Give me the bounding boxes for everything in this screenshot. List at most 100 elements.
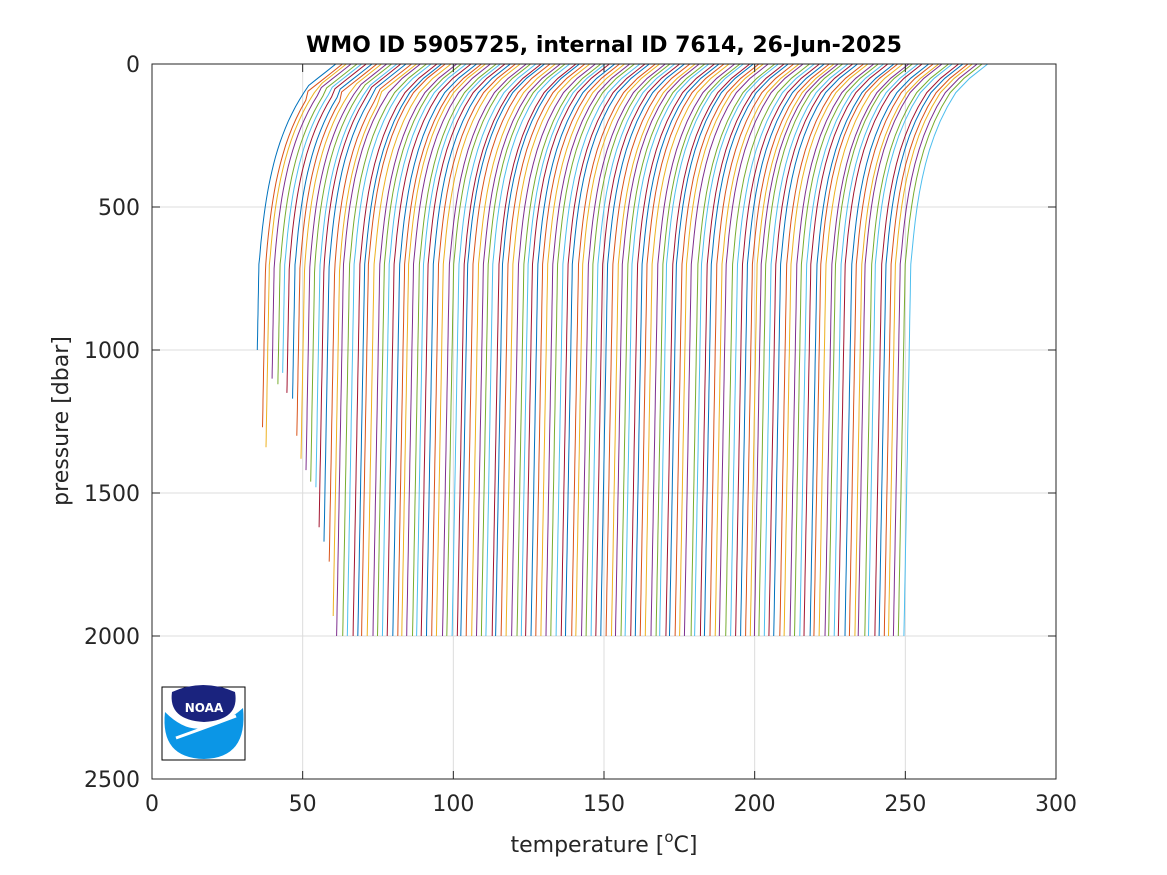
profile-line <box>674 63 760 637</box>
profile-lines <box>256 63 989 637</box>
profile-line <box>420 63 506 637</box>
profile-line <box>779 63 864 637</box>
profile-line <box>352 63 438 637</box>
profile-line <box>600 63 685 637</box>
profile-line <box>550 63 635 637</box>
profile-line <box>282 63 362 373</box>
profile-line <box>888 63 973 637</box>
profile-line <box>416 63 501 637</box>
profile-line <box>401 63 486 637</box>
profile-line <box>265 63 347 448</box>
profile-line <box>833 63 919 637</box>
profile-line <box>818 63 904 637</box>
noaa-logo-text: NOAA <box>185 701 224 715</box>
profile-line <box>854 63 940 637</box>
profile-line <box>431 63 516 637</box>
profile-line <box>256 63 337 351</box>
profile-line <box>315 63 398 488</box>
profile-line <box>794 63 879 637</box>
profile-line <box>471 63 556 637</box>
profile-line <box>659 63 744 637</box>
profile-line <box>655 63 741 637</box>
x-axis-label-degree: o <box>664 828 673 846</box>
profile-line <box>605 63 691 637</box>
noaa-logo-gull <box>175 714 237 740</box>
profile-line <box>624 63 710 637</box>
y-tick-label: 2500 <box>84 768 140 793</box>
profile-line <box>639 63 725 637</box>
profile-line <box>837 63 923 637</box>
axis-ticks: 0 50 100 150 200 250 300 0 500 1000 1500 2000 2500 <box>84 53 1077 817</box>
profile-line <box>803 63 889 637</box>
profile-line <box>560 63 646 637</box>
profile-line <box>300 63 382 459</box>
profile-line <box>296 63 378 436</box>
y-tick-label: 0 <box>126 53 140 78</box>
profile-line <box>650 63 736 637</box>
profile-line <box>412 63 497 637</box>
profile-line <box>451 63 537 637</box>
x-tick-label: 250 <box>884 792 926 817</box>
profile-line <box>323 63 407 542</box>
profile-line <box>435 63 521 637</box>
profile-line <box>644 63 730 637</box>
profile-line <box>753 63 839 637</box>
profile-line <box>824 63 910 637</box>
profile-line <box>620 63 706 637</box>
profile-line <box>745 63 830 637</box>
profile-line <box>377 63 462 637</box>
profile-line <box>735 63 820 637</box>
profile-line <box>500 63 586 637</box>
profile-line <box>581 63 666 637</box>
profile-line <box>718 63 804 637</box>
x-tick-label: 100 <box>432 792 474 817</box>
profile-line <box>709 63 795 637</box>
profile-line <box>813 63 899 637</box>
profile-line <box>476 63 561 637</box>
profile-line <box>286 63 367 393</box>
profile-line <box>442 63 527 637</box>
profile-line <box>768 63 854 637</box>
profile-line <box>406 63 491 637</box>
profile-line <box>874 63 959 637</box>
profile-line <box>372 63 458 637</box>
profile-line <box>669 63 754 637</box>
profile-line <box>848 63 934 637</box>
profile-line <box>426 63 511 637</box>
profile-line <box>361 63 446 637</box>
profile-line <box>585 63 671 637</box>
profile-line <box>634 63 720 637</box>
profile-line <box>386 63 472 637</box>
profile-line <box>328 63 412 562</box>
profile-line <box>878 63 964 637</box>
profile-line <box>611 63 696 637</box>
profile-line <box>292 63 373 399</box>
noaa-logo: NOAA <box>161 685 246 761</box>
profile-line <box>883 63 969 637</box>
x-tick-label: 300 <box>1035 792 1077 817</box>
profile-line <box>575 63 660 637</box>
profile-line <box>381 63 467 637</box>
profile-line <box>480 63 566 637</box>
profile-line <box>357 63 442 637</box>
profile-line <box>535 63 620 637</box>
profile-line <box>342 63 427 637</box>
profile-line <box>555 63 641 637</box>
profile-line <box>571 63 656 637</box>
x-tick-label: 200 <box>734 792 776 817</box>
profile-line <box>763 63 849 637</box>
profile-line <box>828 63 913 637</box>
profile-line <box>864 63 949 637</box>
y-tick-label: 1500 <box>84 482 140 507</box>
profile-line <box>844 63 930 637</box>
profile-line <box>758 63 843 637</box>
x-tick-label: 50 <box>289 792 317 817</box>
profile-line <box>346 63 432 637</box>
profile-line <box>799 63 884 637</box>
profile-line <box>595 63 680 637</box>
profile-line <box>897 63 983 637</box>
profile-line <box>565 63 650 637</box>
profile-line <box>690 63 776 637</box>
profile-line <box>485 63 571 637</box>
profile-line <box>545 63 631 637</box>
